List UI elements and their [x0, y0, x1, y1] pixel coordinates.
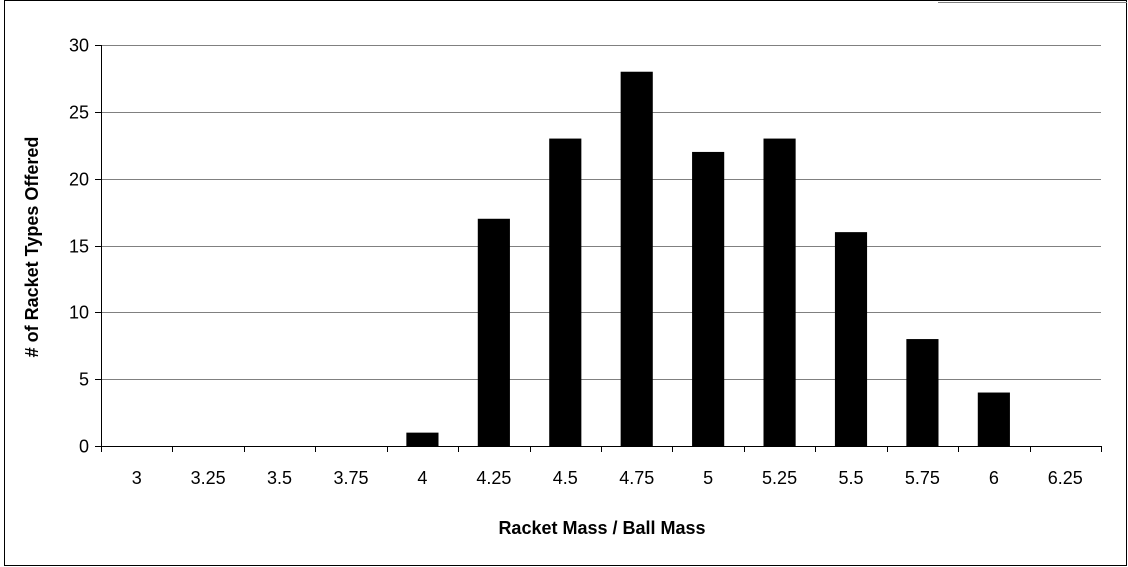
- bar-4.25: [477, 218, 510, 446]
- x-tick-label: 5: [703, 468, 713, 488]
- y-tick-label: 15: [69, 237, 89, 257]
- x-tick-label: 5.75: [905, 468, 940, 488]
- x-tick-label: 5.25: [762, 468, 797, 488]
- y-tick-label: 25: [69, 103, 89, 123]
- x-tick-label: 4.5: [553, 468, 578, 488]
- y-tick-label: 0: [79, 437, 89, 457]
- x-tick-label: 3.5: [267, 468, 292, 488]
- x-axis-title: Racket Mass / Ball Mass: [498, 518, 705, 538]
- y-tick-label: 30: [69, 36, 89, 56]
- y-tick-label: 20: [69, 170, 89, 190]
- bar-6: [977, 392, 1010, 446]
- y-tick-label: 5: [79, 370, 89, 390]
- x-tick-label: 3: [132, 468, 142, 488]
- x-tick-label: 5.5: [838, 468, 863, 488]
- bar-4: [406, 432, 439, 446]
- bar-5.25: [763, 138, 796, 447]
- bar-5.75: [906, 339, 939, 446]
- x-tick-label: 4.25: [476, 468, 511, 488]
- bar-4.75: [620, 71, 653, 446]
- bar-5: [692, 151, 725, 446]
- y-tick-label: 10: [69, 303, 89, 323]
- x-axis-ticks: 3 3.25 3.5 3.75 4 4.25 4.5 4.75 5 5.25 5.5 5.75 6 6.2…: [101, 446, 1102, 488]
- x-tick-label: 4: [417, 468, 427, 488]
- x-tick-label: 4.75: [619, 468, 654, 488]
- x-tick-label: 6: [989, 468, 999, 488]
- y-axis-ticks: 0 5 10 15 20 25 30: [69, 36, 101, 457]
- bar-5.5: [834, 232, 868, 446]
- x-tick-label: 6.25: [1048, 468, 1083, 488]
- bar-4.5: [549, 138, 582, 447]
- y-axis-title: # of Racket Types Offered: [22, 137, 42, 358]
- bars: [406, 71, 1010, 447]
- x-tick-label: 3.75: [333, 468, 368, 488]
- x-tick-label: 3.25: [191, 468, 226, 488]
